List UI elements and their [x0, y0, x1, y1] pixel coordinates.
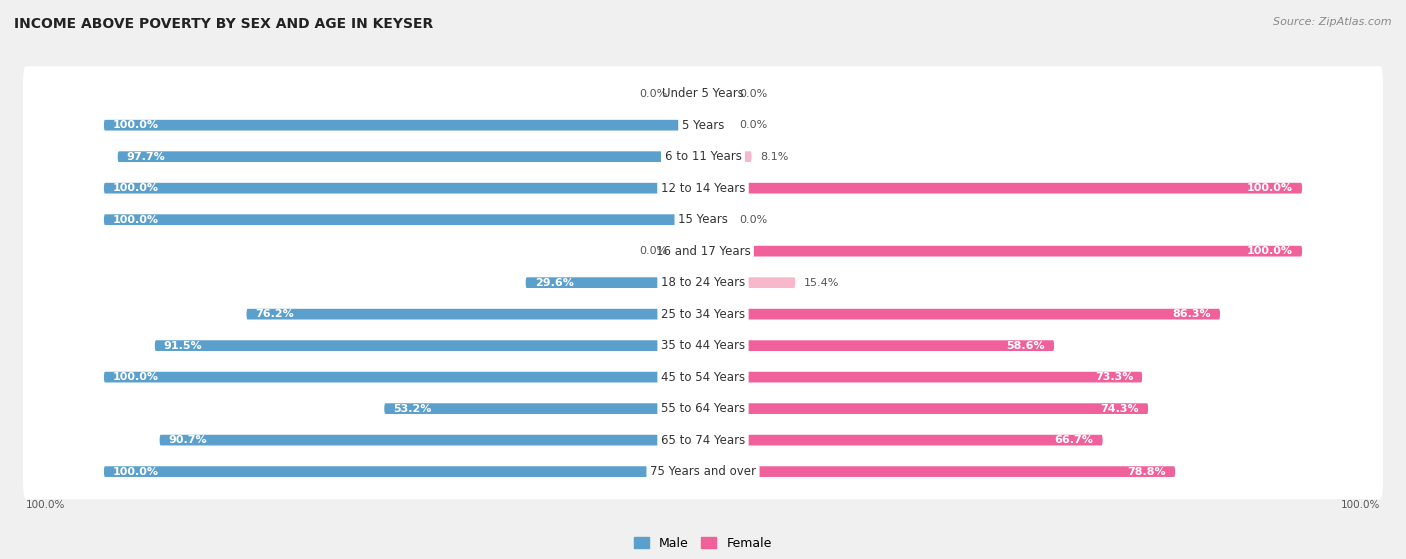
- Text: 100.0%: 100.0%: [112, 120, 159, 130]
- FancyBboxPatch shape: [22, 413, 1384, 468]
- Text: 100.0%: 100.0%: [112, 467, 159, 477]
- Text: 74.3%: 74.3%: [1101, 404, 1139, 414]
- FancyBboxPatch shape: [22, 444, 1384, 499]
- FancyBboxPatch shape: [22, 192, 1384, 247]
- Text: 53.2%: 53.2%: [394, 404, 432, 414]
- FancyBboxPatch shape: [703, 214, 727, 225]
- Text: 5 Years: 5 Years: [682, 119, 724, 132]
- FancyBboxPatch shape: [155, 340, 703, 351]
- FancyBboxPatch shape: [104, 120, 703, 131]
- FancyBboxPatch shape: [703, 466, 1175, 477]
- Text: Under 5 Years: Under 5 Years: [662, 87, 744, 100]
- Text: 100.0%: 100.0%: [112, 183, 159, 193]
- Text: 100.0%: 100.0%: [1247, 183, 1294, 193]
- FancyBboxPatch shape: [703, 403, 1149, 414]
- FancyBboxPatch shape: [526, 277, 703, 288]
- Text: 97.7%: 97.7%: [127, 151, 166, 162]
- Text: 0.0%: 0.0%: [740, 120, 768, 130]
- FancyBboxPatch shape: [22, 381, 1384, 436]
- Text: 18 to 24 Years: 18 to 24 Years: [661, 276, 745, 289]
- FancyBboxPatch shape: [118, 151, 703, 162]
- FancyBboxPatch shape: [104, 183, 703, 193]
- Text: 78.8%: 78.8%: [1128, 467, 1166, 477]
- FancyBboxPatch shape: [22, 224, 1384, 279]
- FancyBboxPatch shape: [22, 287, 1384, 342]
- Text: 100.0%: 100.0%: [112, 215, 159, 225]
- Text: 6 to 11 Years: 6 to 11 Years: [665, 150, 741, 163]
- Text: 86.3%: 86.3%: [1173, 309, 1211, 319]
- Text: 66.7%: 66.7%: [1054, 435, 1094, 445]
- FancyBboxPatch shape: [703, 88, 727, 99]
- FancyBboxPatch shape: [160, 435, 703, 446]
- FancyBboxPatch shape: [679, 88, 703, 99]
- FancyBboxPatch shape: [703, 372, 1142, 382]
- FancyBboxPatch shape: [22, 98, 1384, 153]
- FancyBboxPatch shape: [104, 466, 703, 477]
- FancyBboxPatch shape: [703, 309, 1220, 320]
- Text: INCOME ABOVE POVERTY BY SEX AND AGE IN KEYSER: INCOME ABOVE POVERTY BY SEX AND AGE IN K…: [14, 17, 433, 31]
- FancyBboxPatch shape: [703, 151, 752, 162]
- FancyBboxPatch shape: [703, 246, 1302, 257]
- Text: 0.0%: 0.0%: [638, 246, 666, 256]
- Text: 0.0%: 0.0%: [638, 89, 666, 99]
- Text: 65 to 74 Years: 65 to 74 Years: [661, 434, 745, 447]
- Text: 25 to 34 Years: 25 to 34 Years: [661, 307, 745, 321]
- Text: 8.1%: 8.1%: [761, 151, 789, 162]
- FancyBboxPatch shape: [22, 129, 1384, 184]
- Text: 76.2%: 76.2%: [256, 309, 294, 319]
- FancyBboxPatch shape: [703, 435, 1102, 446]
- FancyBboxPatch shape: [246, 309, 703, 320]
- Text: 100.0%: 100.0%: [27, 500, 66, 510]
- FancyBboxPatch shape: [703, 183, 1302, 193]
- FancyBboxPatch shape: [22, 349, 1384, 405]
- Text: 55 to 64 Years: 55 to 64 Years: [661, 402, 745, 415]
- FancyBboxPatch shape: [384, 403, 703, 414]
- Text: 75 Years and over: 75 Years and over: [650, 465, 756, 478]
- FancyBboxPatch shape: [22, 160, 1384, 216]
- Text: 35 to 44 Years: 35 to 44 Years: [661, 339, 745, 352]
- Text: 100.0%: 100.0%: [112, 372, 159, 382]
- Text: 15.4%: 15.4%: [804, 278, 839, 288]
- Text: 73.3%: 73.3%: [1095, 372, 1133, 382]
- FancyBboxPatch shape: [22, 66, 1384, 121]
- Text: 90.7%: 90.7%: [169, 435, 207, 445]
- Text: 29.6%: 29.6%: [534, 278, 574, 288]
- Legend: Male, Female: Male, Female: [630, 532, 776, 555]
- Text: 15 Years: 15 Years: [678, 213, 728, 226]
- FancyBboxPatch shape: [703, 277, 796, 288]
- FancyBboxPatch shape: [703, 340, 1054, 351]
- Text: 100.0%: 100.0%: [1340, 500, 1379, 510]
- FancyBboxPatch shape: [104, 372, 703, 382]
- Text: 12 to 14 Years: 12 to 14 Years: [661, 182, 745, 195]
- Text: 0.0%: 0.0%: [740, 89, 768, 99]
- Text: 91.5%: 91.5%: [165, 340, 202, 350]
- Text: 58.6%: 58.6%: [1007, 340, 1045, 350]
- Text: Source: ZipAtlas.com: Source: ZipAtlas.com: [1274, 17, 1392, 27]
- Text: 45 to 54 Years: 45 to 54 Years: [661, 371, 745, 383]
- FancyBboxPatch shape: [22, 318, 1384, 373]
- FancyBboxPatch shape: [703, 120, 727, 131]
- FancyBboxPatch shape: [679, 246, 703, 257]
- FancyBboxPatch shape: [104, 214, 703, 225]
- Text: 100.0%: 100.0%: [1247, 246, 1294, 256]
- Text: 16 and 17 Years: 16 and 17 Years: [655, 245, 751, 258]
- Text: 0.0%: 0.0%: [740, 215, 768, 225]
- FancyBboxPatch shape: [22, 255, 1384, 310]
